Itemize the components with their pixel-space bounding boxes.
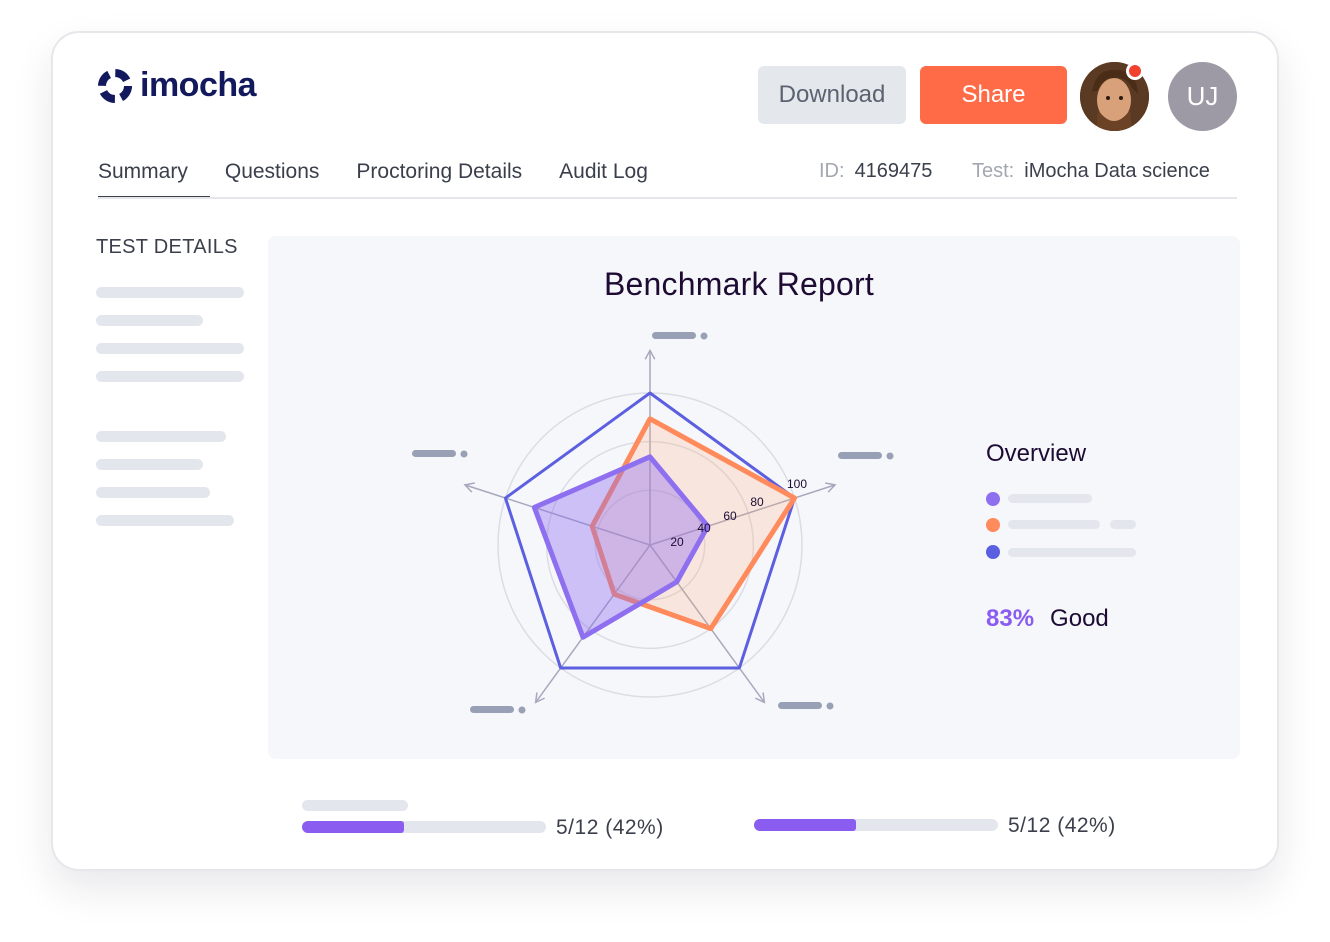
- test-id: ID: 4169475: [819, 160, 932, 183]
- skeleton-line: [96, 315, 203, 326]
- progress-bar-2: [754, 819, 998, 831]
- test-id-label: ID:: [819, 160, 845, 182]
- radar-tick-label: 80: [750, 495, 764, 509]
- skeleton-line: [96, 459, 203, 470]
- radar-axis-label-dot: [460, 450, 468, 458]
- test-name: Test: iMocha Data science: [972, 160, 1210, 183]
- radar-axis-label-placeholder: [838, 452, 882, 459]
- radar-axis-label-dot: [518, 706, 526, 714]
- radar-tick-label: 40: [697, 521, 711, 535]
- radar-tick-label: 20: [670, 535, 684, 549]
- tab-proctoring-details[interactable]: Proctoring Details: [356, 160, 523, 183]
- progress-fill-1: [302, 821, 405, 833]
- imocha-logo[interactable]: imocha: [96, 66, 257, 105]
- progress-text-1: 5/12 (42%): [556, 816, 664, 839]
- radar-axis-label-placeholder: [652, 332, 696, 339]
- radar-axis-arrow: [825, 482, 837, 493]
- radar-axis-label-placeholder: [470, 706, 514, 713]
- skeleton-line: [96, 287, 244, 298]
- skeleton-line: [96, 431, 226, 442]
- radar-axis-arrow: [755, 692, 766, 704]
- tab-questions[interactable]: Questions: [224, 160, 320, 183]
- progress-bar-1: [302, 821, 546, 833]
- radar-tick-label: 60: [723, 509, 737, 523]
- radar-axis-label-dot: [700, 332, 708, 340]
- brand-name: imocha: [140, 66, 257, 104]
- notification-dot: [1126, 62, 1144, 80]
- overview-title: Overview: [986, 440, 1087, 467]
- legend-dot-purple: [986, 492, 1000, 506]
- radar-axis-label-placeholder: [412, 450, 456, 457]
- radar-axis-arrow: [463, 482, 475, 493]
- radar-axis: [535, 544, 651, 703]
- progress-text-2: 5/12 (42%): [1008, 814, 1116, 837]
- skeleton-line: [96, 343, 244, 354]
- tab-divider: [98, 197, 1237, 199]
- test-name-label: Test:: [972, 160, 1015, 182]
- radar-axis-label-dot: [886, 452, 894, 460]
- legend-line: [1008, 520, 1100, 529]
- radar-tick-label: 100: [787, 477, 807, 491]
- radar-axis-arrow: [644, 348, 656, 360]
- radar-series-3: [531, 454, 711, 640]
- radar-axis-label-dot: [826, 702, 834, 710]
- test-name-value: iMocha Data science: [1024, 160, 1210, 182]
- radar-axis-label-placeholder: [778, 702, 822, 709]
- radar-axis: [649, 484, 836, 546]
- test-id-value: 4169475: [854, 160, 933, 182]
- legend-dot-blue: [986, 545, 1000, 559]
- legend-dot-orange: [986, 518, 1000, 532]
- legend-line: [1008, 548, 1136, 557]
- skeleton-line: [96, 371, 244, 382]
- tab-audit-log[interactable]: Audit Log: [559, 160, 648, 183]
- radar-axis: [649, 544, 765, 703]
- score-label: Good: [1050, 605, 1109, 632]
- radar-series-2: [589, 416, 798, 632]
- share-button[interactable]: Share: [920, 66, 1067, 124]
- legend-line: [1008, 494, 1092, 503]
- download-button[interactable]: Download: [758, 66, 906, 124]
- radar-axis-arrow: [534, 692, 545, 704]
- chart-title: Benchmark Report: [604, 266, 874, 302]
- radar-axis: [464, 484, 651, 546]
- test-details-heading: TEST DETAILS: [96, 236, 238, 258]
- legend-line: [1110, 520, 1136, 529]
- imocha-logo-icon: [98, 68, 132, 103]
- skeleton-line: [96, 487, 210, 498]
- progress-label-skeleton: [302, 800, 408, 811]
- skeleton-line: [96, 515, 234, 526]
- user-avatar[interactable]: UJ: [1168, 62, 1237, 131]
- score-percentage: 83%: [986, 605, 1035, 632]
- radar-series-1: [503, 391, 797, 670]
- overall-score: 83% Good: [986, 605, 1109, 633]
- progress-fill-2: [754, 819, 857, 831]
